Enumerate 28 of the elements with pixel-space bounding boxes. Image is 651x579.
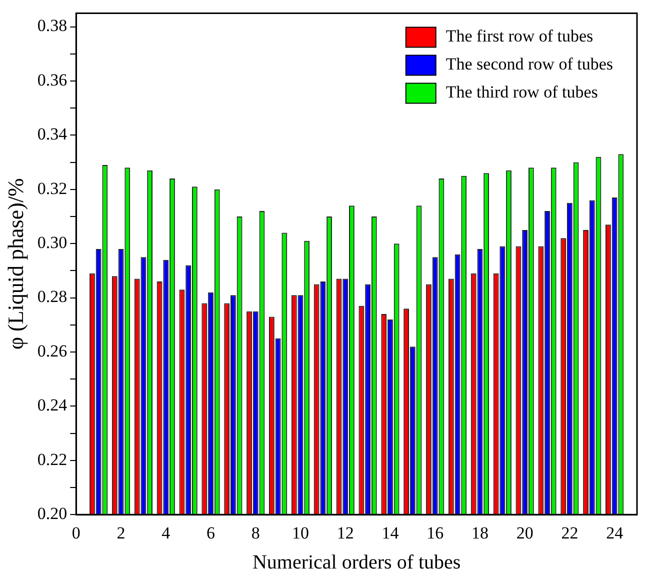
y-tick-label: 0.22: [37, 450, 68, 469]
y-tick-label: 0.32: [37, 178, 68, 198]
x-tick-label: 2: [116, 523, 126, 542]
x-tick-label: 0: [72, 523, 80, 542]
legend-label: The second row of tubes: [446, 54, 614, 74]
y-tick-label: 0.38: [37, 16, 68, 36]
x-tick-label: 8: [251, 523, 260, 542]
y-tick-label: 0.30: [37, 233, 68, 252]
y-tick-label: 0.24: [37, 396, 68, 415]
x-tick-label: 18: [471, 523, 488, 542]
x-tick-label: 16: [426, 523, 444, 542]
x-tick-label: 20: [516, 523, 534, 542]
x-tick-label: 22: [561, 523, 578, 542]
x-tick-label: 12: [336, 523, 354, 542]
y-tick-label: 0.28: [37, 287, 68, 306]
legend-label: The third row of tubes: [446, 82, 598, 102]
y-tick-label: 0.20: [37, 504, 68, 524]
y-tick-label: 0.36: [37, 70, 68, 90]
y-axis-title: φ (Liquid phase)/%: [2, 178, 28, 350]
x-tick-label: 10: [292, 523, 309, 542]
y-tick-label: 0.26: [37, 341, 68, 360]
legend-label: The first row of tubes: [446, 26, 594, 46]
x-tick-label: 14: [382, 523, 400, 542]
x-tick-label: 24: [606, 523, 624, 542]
x-axis-title: Numerical orders of tubes: [252, 551, 461, 574]
x-tick-label: 4: [162, 523, 171, 542]
y-tick-label: 0.34: [37, 124, 68, 144]
x-tick-label: 6: [206, 523, 216, 542]
